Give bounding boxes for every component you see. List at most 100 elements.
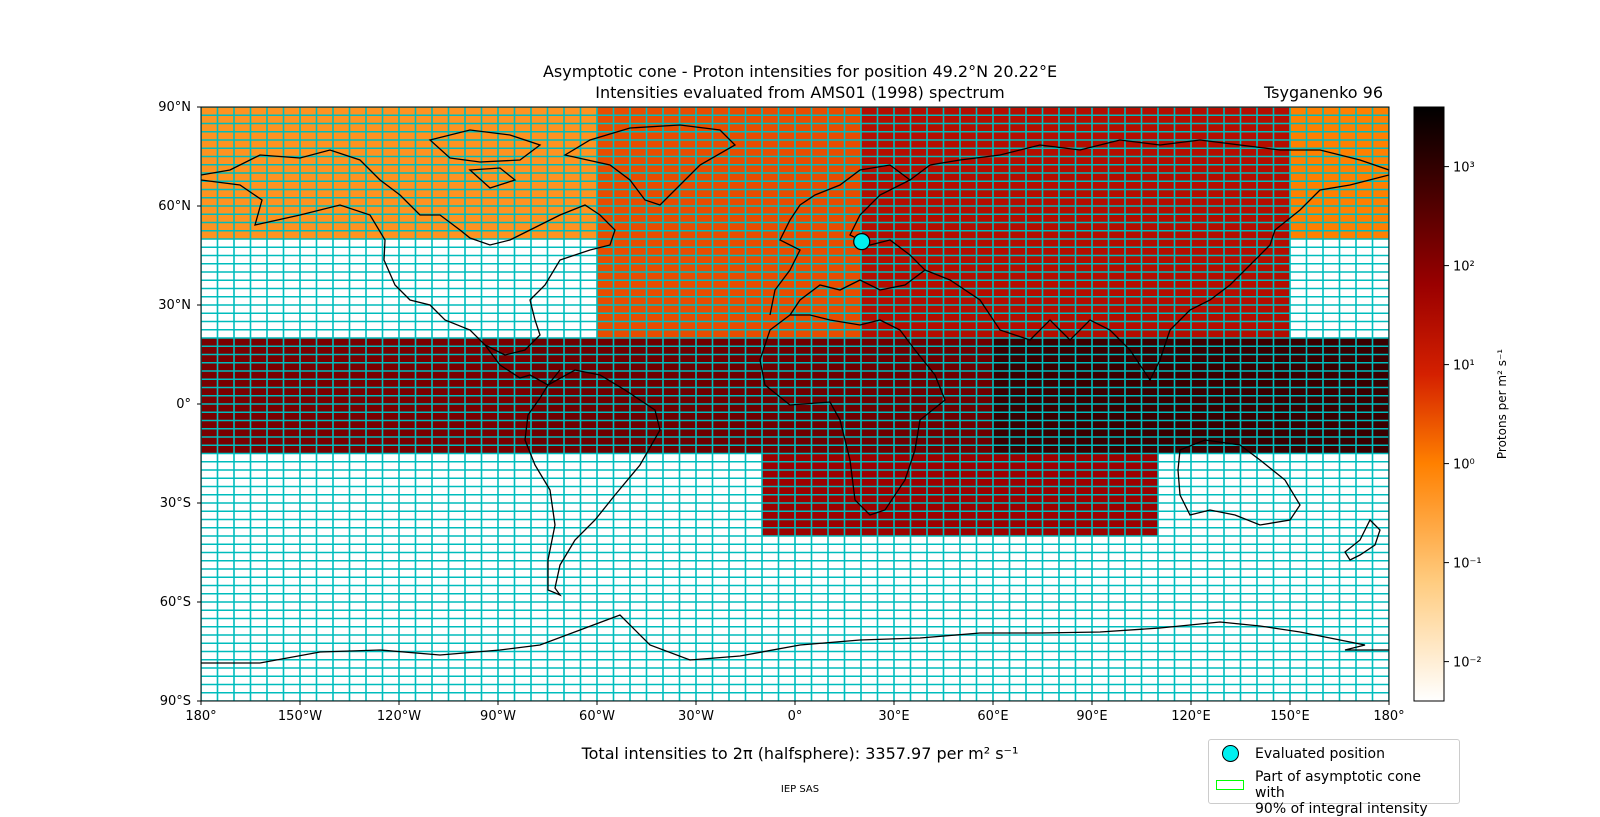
intensity-cell — [1356, 379, 1373, 388]
intensity-cell — [877, 527, 894, 536]
intensity-cell — [696, 387, 713, 396]
intensity-cell — [1273, 404, 1290, 413]
intensity-cell — [316, 206, 333, 215]
intensity-cell — [415, 181, 432, 190]
intensity-cell — [960, 313, 977, 322]
intensity-cell — [1026, 511, 1043, 520]
intensity-cell — [1240, 371, 1257, 380]
intensity-cell — [267, 387, 284, 396]
intensity-cell — [1273, 140, 1290, 149]
intensity-cell — [1207, 107, 1224, 116]
intensity-cell — [1042, 321, 1059, 330]
total-intensity-label: Total intensities to 2π (halfsphere): 33… — [581, 744, 1019, 763]
intensity-cell — [1075, 107, 1092, 116]
intensity-cell — [679, 255, 696, 264]
intensity-cell — [1059, 321, 1076, 330]
intensity-cell — [366, 230, 383, 239]
intensity-cell — [432, 156, 449, 165]
intensity-cell — [432, 387, 449, 396]
intensity-cell — [498, 197, 515, 206]
intensity-cell — [316, 371, 333, 380]
intensity-cell — [1059, 527, 1076, 536]
intensity-cell — [1042, 222, 1059, 231]
intensity-cell — [976, 288, 993, 297]
intensity-cell — [613, 115, 630, 124]
intensity-cell — [1257, 371, 1274, 380]
intensity-cell — [679, 115, 696, 124]
intensity-cell — [547, 131, 564, 140]
intensity-cell — [696, 272, 713, 281]
intensity-cell — [300, 148, 317, 157]
intensity-cell — [1240, 288, 1257, 297]
intensity-cell — [729, 420, 746, 429]
intensity-cell — [778, 272, 795, 281]
intensity-cell — [630, 107, 647, 116]
intensity-cell — [547, 346, 564, 355]
intensity-cell — [349, 181, 366, 190]
intensity-cell — [1158, 288, 1175, 297]
intensity-cell — [1356, 181, 1373, 190]
intensity-cell — [1323, 379, 1340, 388]
intensity-cell — [828, 428, 845, 437]
intensity-cell — [514, 214, 531, 223]
intensity-cell — [927, 272, 944, 281]
intensity-cell — [481, 206, 498, 215]
intensity-cell — [861, 115, 878, 124]
intensity-cell — [811, 288, 828, 297]
colorbar-tick-label: 10³ — [1453, 161, 1475, 176]
intensity-cell — [795, 527, 812, 536]
intensity-cell — [448, 214, 465, 223]
intensity-cell — [1207, 346, 1224, 355]
intensity-cell — [1075, 371, 1092, 380]
intensity-cell — [564, 338, 581, 347]
intensity-cell — [696, 247, 713, 256]
intensity-cell — [1092, 379, 1109, 388]
intensity-cell — [1290, 214, 1307, 223]
intensity-cell — [993, 173, 1010, 182]
intensity-cell — [1273, 437, 1290, 446]
intensity-cell — [679, 197, 696, 206]
intensity-cell — [283, 189, 300, 198]
intensity-cell — [1372, 181, 1389, 190]
intensity-cell — [778, 486, 795, 495]
intensity-cell — [1092, 305, 1109, 314]
intensity-cell — [613, 329, 630, 338]
intensity-cell — [1042, 263, 1059, 272]
intensity-cell — [1191, 181, 1208, 190]
intensity-cell — [696, 313, 713, 322]
intensity-cell — [1009, 338, 1026, 347]
intensity-cell — [960, 255, 977, 264]
intensity-cell — [201, 412, 218, 421]
intensity-cell — [1026, 437, 1043, 446]
intensity-cell — [993, 131, 1010, 140]
intensity-cell — [267, 437, 284, 446]
intensity-cell — [597, 371, 614, 380]
intensity-cell — [712, 156, 729, 165]
intensity-cell — [679, 404, 696, 413]
intensity-cell — [712, 371, 729, 380]
intensity-cell — [382, 387, 399, 396]
intensity-cell — [778, 115, 795, 124]
intensity-cell — [201, 206, 218, 215]
intensity-cell — [448, 222, 465, 231]
intensity-cell — [399, 123, 416, 132]
intensity-cell — [976, 387, 993, 396]
intensity-cell — [1141, 222, 1158, 231]
intensity-cell — [217, 354, 234, 363]
intensity-cell — [580, 371, 597, 380]
intensity-cell — [300, 428, 317, 437]
intensity-cell — [1356, 164, 1373, 173]
intensity-cell — [1257, 140, 1274, 149]
intensity-cell — [547, 140, 564, 149]
intensity-cell — [1108, 329, 1125, 338]
intensity-cell — [646, 379, 663, 388]
intensity-cell — [366, 197, 383, 206]
intensity-cell — [217, 420, 234, 429]
intensity-cell — [745, 420, 762, 429]
intensity-cell — [531, 107, 548, 116]
intensity-cell — [663, 247, 680, 256]
intensity-cell — [1257, 296, 1274, 305]
intensity-cell — [1042, 189, 1059, 198]
intensity-cell — [1075, 519, 1092, 528]
intensity-cell — [1257, 263, 1274, 272]
